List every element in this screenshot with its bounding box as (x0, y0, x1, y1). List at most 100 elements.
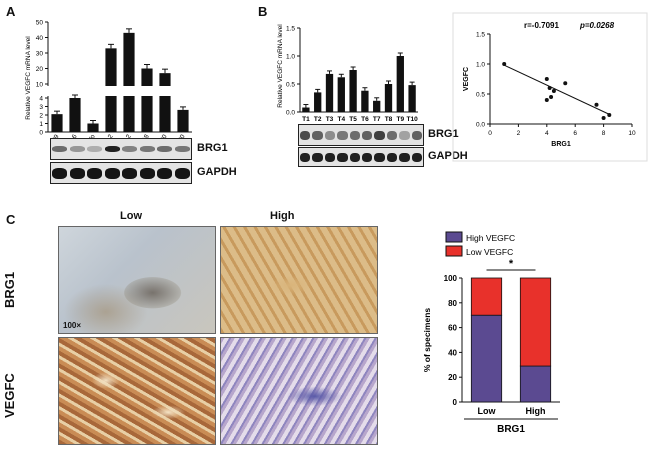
tick-label-a-lower: 3 (39, 104, 43, 111)
bar-a-upper-Caco-2 (105, 48, 117, 86)
blot-band (52, 146, 68, 152)
legend-label-1: Low VEGFC (466, 247, 513, 257)
legend-label-0: High VEGFC (466, 233, 515, 243)
axis-label-scatter-x: BRG1 (551, 141, 571, 148)
category-label-a-SW480: SW480 (152, 133, 169, 140)
category-label-a-SW620: SW620 (170, 133, 187, 140)
axis-label-c-y: % of specimens (422, 308, 432, 373)
bar-c-Low-0 (470, 314, 503, 403)
chart-c-stacked-bar: High VEGFC Low VEGFC 0 20 40 60 80 100 % of spec… (422, 231, 560, 435)
bar-c-High-1 (519, 277, 552, 367)
bar-b-T5 (349, 70, 357, 112)
scatter-point (607, 113, 612, 117)
bar-b-T4 (337, 77, 345, 112)
tick-label-c-y: 0 (453, 398, 458, 407)
blot-band (349, 152, 360, 162)
bar-a-lower-KM12 (123, 96, 135, 132)
bar-b-T8 (384, 84, 393, 112)
scatter-point (549, 95, 554, 99)
ihc-col-low: Low (120, 210, 142, 222)
blot-band (104, 167, 120, 179)
scatter-fit-line (503, 64, 611, 116)
tick-label-scatter-x: 8 (602, 130, 606, 137)
bar-b-T7 (373, 100, 381, 112)
tick-label-b-y: 1.5 (286, 26, 295, 33)
tick-label-scatter-y: 0.5 (476, 92, 485, 99)
bar-c-Low-1 (470, 277, 503, 316)
blot-band (386, 152, 398, 162)
blot-band (157, 146, 173, 152)
bar-a-LoVo (87, 123, 99, 132)
tick-label-a-lower: 2 (39, 113, 43, 120)
category-label-b-T8: T8 (385, 116, 393, 123)
category-label-b-T5: T5 (349, 116, 357, 123)
scatter-point (551, 89, 556, 93)
category-label-b-T7: T7 (373, 116, 381, 123)
bar-b-T2 (314, 92, 322, 112)
ihc-image-brg1-high (220, 226, 378, 334)
ihc-row-vegfc: VEGFC (2, 373, 17, 418)
category-label-c-Low: Low (478, 406, 497, 416)
legend-swatch-0 (445, 231, 463, 243)
tick-label-a-upper: 30 (36, 51, 44, 58)
blot-band (337, 152, 348, 162)
bar-b-T6 (361, 90, 369, 112)
bar-c-High-0 (519, 365, 552, 403)
bar-b-T3 (325, 73, 334, 112)
tick-label-scatter-x: 0 (488, 130, 492, 137)
bar-a-SW620 (177, 109, 189, 132)
category-label-a-HT29: HT29 (47, 133, 61, 140)
chart-b-scatter: 0.0 0.5 1.0 1.5 0 2 4 6 8 10 BRG1 VEGFC r=-0.7091 p=0… (452, 12, 648, 162)
blot-band (69, 167, 85, 179)
category-label-b-T4: T4 (338, 116, 346, 123)
tick-label-a-upper: 50 (36, 20, 44, 27)
blot-band (87, 146, 103, 152)
bar-b-T1 (302, 107, 310, 112)
ihc-image-vegfc-high (220, 337, 378, 445)
blot-band (374, 152, 385, 162)
blot-b-brg1 (298, 124, 424, 146)
bar-a-upper-KM12 (123, 32, 135, 86)
blot-band (139, 167, 155, 179)
ihc-image-brg1-low: 100× (58, 226, 216, 334)
blot-band (104, 146, 120, 152)
blot-b-gapdh (298, 147, 424, 167)
ihc-image-vegfc-low (58, 337, 216, 445)
category-label-a-Caco-2: Caco-2 (98, 133, 115, 140)
blot-band (399, 130, 410, 140)
panel-letter-a: A (6, 4, 16, 19)
bar-a-lower-SW480 (159, 96, 171, 132)
bar-b-T10 (408, 85, 416, 112)
tick-label-a-upper: 10 (36, 82, 44, 89)
scatter-point (601, 116, 606, 120)
blot-band (312, 130, 323, 140)
blot-a-brg1 (50, 138, 192, 160)
bar-a-HT29 (51, 114, 63, 132)
tick-label-a-lower: 1 (39, 121, 43, 128)
blot-band (361, 152, 373, 162)
blot-band (299, 130, 311, 140)
scatter-frame (452, 12, 648, 162)
tick-label-b-y: 0.5 (286, 82, 295, 89)
blot-band (361, 130, 373, 140)
category-label-a-HCT116: HCT116 (61, 133, 79, 140)
tick-label-c-y: 20 (448, 373, 457, 382)
blot-band (299, 152, 311, 162)
scatter-annotation-p: p=0.0268 (579, 21, 615, 30)
scatter-point (544, 77, 549, 81)
significance-mark: * (509, 258, 514, 270)
ihc-magnification: 100× (63, 321, 82, 330)
blot-a-gapdh-label: GAPDH (197, 166, 237, 178)
blot-band (411, 152, 422, 162)
blot-a-gapdh (50, 162, 192, 184)
tick-label-scatter-y: 0.0 (476, 122, 485, 129)
blot-band (312, 152, 323, 162)
tick-label-scatter-x: 2 (517, 130, 521, 137)
blot-band (52, 167, 68, 179)
bar-a-HCT116 (69, 98, 81, 132)
scatter-point (502, 62, 507, 66)
ihc-row-brg1: BRG1 (2, 271, 17, 308)
tick-label-scatter-x: 4 (545, 130, 549, 137)
axis-label-c-x: BRG1 (497, 424, 525, 435)
blot-band (157, 167, 173, 179)
